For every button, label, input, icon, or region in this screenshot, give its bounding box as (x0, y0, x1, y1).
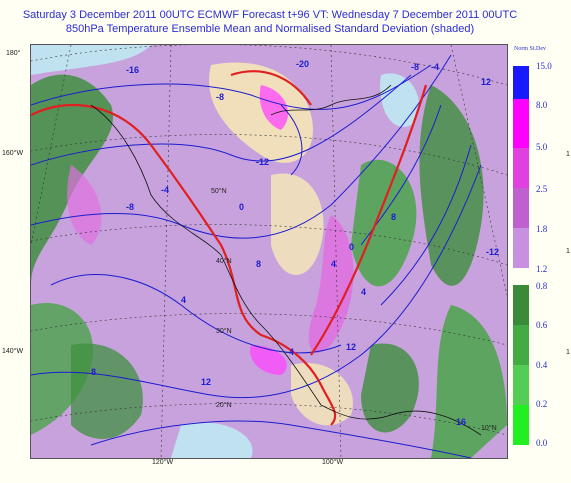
edge-label: 1 (566, 151, 570, 158)
contour-label: 0 (349, 242, 354, 252)
legend-swatch (513, 66, 529, 99)
grid-label: 10°N (481, 424, 497, 432)
legend-label: 15.0 (536, 61, 552, 71)
legend-swatch (513, 325, 529, 365)
contour-label: 12 (481, 77, 491, 87)
forecast-map: -16 -12 -12 -8 -8 -4 -4 0 0 4 4 4 8 8 8 … (30, 44, 508, 459)
grid-label: 40°N (216, 257, 232, 265)
contour-labels: -16 -12 -12 -8 -8 -4 -4 0 0 4 4 4 8 8 8 … (91, 59, 499, 427)
legend-label: 0.8 (536, 281, 548, 291)
contour-label: 8 (391, 212, 396, 222)
shaded-areas (31, 45, 507, 458)
contour-label: 16 (456, 417, 466, 427)
title-line-2: 850hPa Temperature Ensemble Mean and Nor… (65, 23, 475, 35)
contour-label: -4 (286, 347, 294, 357)
legend-label: 5.0 (536, 142, 548, 152)
grid-labels: 50°N 40°N 30°N 20°N 10°N (211, 187, 497, 432)
legend-label: 0.4 (536, 360, 548, 370)
lat-label-180: 180° (6, 50, 21, 57)
legend-label: 1.8 (536, 224, 548, 234)
coastlines (90, 84, 482, 436)
grid-label: 50°N (211, 187, 227, 195)
contour-label: 12 (346, 342, 356, 352)
legend-label: 1.2 (536, 264, 548, 274)
legend-title: Norm St.Dev (514, 46, 546, 52)
contour-label: -8 (411, 62, 419, 72)
lat-label-140w: 140°W (2, 348, 24, 355)
legend-swatch (513, 285, 529, 325)
contour-label: -20 (296, 59, 309, 69)
legend-swatch (513, 148, 529, 188)
contour-label: 12 (201, 377, 211, 387)
edge-label: 1 (566, 248, 570, 255)
lon-label-100w: 100°W (322, 459, 344, 466)
contour-label: -8 (126, 202, 134, 212)
legend-swatch (513, 188, 529, 228)
edge-label: 1 (566, 349, 570, 356)
temperature-contours (31, 54, 482, 458)
contour-label: -12 (256, 157, 269, 167)
legend-label: 0.6 (536, 320, 548, 330)
contour-label: 0 (239, 202, 244, 212)
lat-label-160w: 160°W (2, 150, 24, 157)
legend-label: 8.0 (536, 100, 548, 110)
legend-label: 0.2 (536, 399, 548, 409)
lon-label-120w: 120°W (152, 459, 174, 466)
grid-label: 30°N (216, 327, 232, 335)
legend-swatch (513, 405, 529, 445)
contour-label: 4 (361, 287, 366, 297)
graticule (31, 45, 507, 458)
contour-label: 4 (181, 295, 186, 305)
legend-swatch (513, 99, 529, 148)
legend-swatch (513, 228, 529, 268)
zero-contour (31, 70, 428, 426)
legend-label: 0.0 (536, 438, 548, 448)
legend-swatch (513, 365, 529, 405)
contour-label: 8 (91, 367, 96, 377)
contour-label: -12 (486, 247, 499, 257)
title-line-1: Saturday 3 December 2011 00UTC ECMWF For… (22, 9, 518, 21)
contour-label: -8 (216, 92, 224, 102)
contour-label: 4 (331, 259, 336, 269)
contour-label: 8 (256, 259, 261, 269)
legend-label: 2.5 (536, 184, 548, 194)
contour-label: -4 (431, 62, 439, 72)
grid-label: 20°N (216, 401, 232, 409)
contour-label: -16 (126, 65, 139, 75)
contour-label: -4 (161, 185, 169, 195)
